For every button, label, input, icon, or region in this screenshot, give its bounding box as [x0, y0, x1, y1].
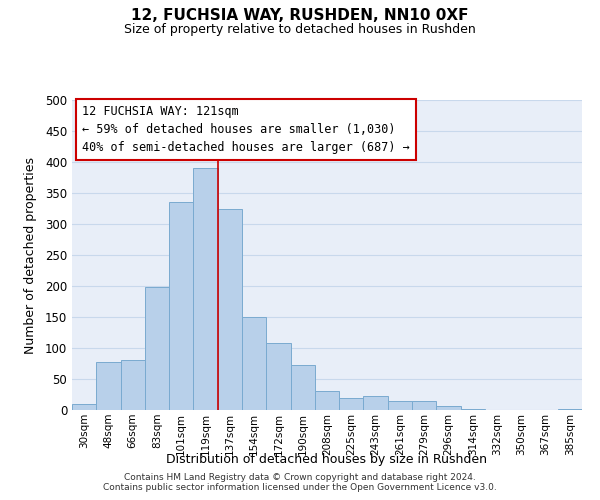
- Bar: [266, 343, 290, 410]
- Bar: [388, 400, 412, 410]
- Bar: [412, 400, 436, 410]
- Bar: [364, 396, 388, 410]
- Bar: [121, 360, 145, 410]
- Bar: [96, 362, 121, 410]
- Bar: [193, 168, 218, 410]
- Text: 12, FUCHSIA WAY, RUSHDEN, NN10 0XF: 12, FUCHSIA WAY, RUSHDEN, NN10 0XF: [131, 8, 469, 22]
- Text: Distribution of detached houses by size in Rushden: Distribution of detached houses by size …: [167, 452, 487, 466]
- Text: Contains HM Land Registry data © Crown copyright and database right 2024.: Contains HM Land Registry data © Crown c…: [124, 472, 476, 482]
- Bar: [315, 392, 339, 410]
- Bar: [145, 287, 169, 410]
- Bar: [339, 398, 364, 410]
- Bar: [169, 202, 193, 410]
- Bar: [242, 317, 266, 410]
- Text: Size of property relative to detached houses in Rushden: Size of property relative to detached ho…: [124, 22, 476, 36]
- Bar: [218, 208, 242, 410]
- Bar: [72, 404, 96, 410]
- Y-axis label: Number of detached properties: Number of detached properties: [23, 156, 37, 354]
- Bar: [290, 364, 315, 410]
- Bar: [436, 406, 461, 410]
- Bar: [461, 409, 485, 410]
- Text: Contains public sector information licensed under the Open Government Licence v3: Contains public sector information licen…: [103, 482, 497, 492]
- Text: 12 FUCHSIA WAY: 121sqm
← 59% of detached houses are smaller (1,030)
40% of semi-: 12 FUCHSIA WAY: 121sqm ← 59% of detached…: [82, 104, 410, 154]
